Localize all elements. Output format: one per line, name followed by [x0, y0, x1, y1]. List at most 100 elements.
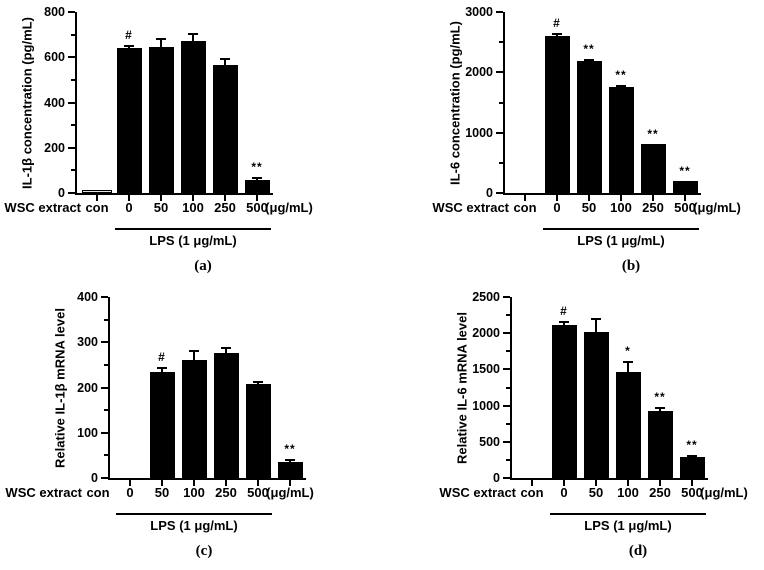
- y-axis-major-tick: [68, 11, 75, 13]
- error-bar-cap: [687, 454, 697, 457]
- y-tick-label: 100: [77, 425, 98, 440]
- y-axis-minor-tick: [506, 422, 510, 425]
- lps-group-line: [115, 228, 271, 230]
- error-bar-cap: [189, 350, 199, 353]
- x-category-label: con: [520, 485, 544, 500]
- x-axis-tick: [595, 480, 597, 486]
- x-axis-tick: [225, 480, 227, 486]
- y-axis-minor-tick: [104, 318, 108, 321]
- error-bar-cap: [616, 84, 626, 87]
- bar: [82, 189, 112, 193]
- y-axis-major-tick: [101, 341, 108, 344]
- panel-letter: (d): [628, 543, 648, 559]
- x-axis-labels: WSC extract (μg/mL) con 0 50 100 250 500: [382, 199, 764, 216]
- y-axis-line: [108, 297, 110, 480]
- x-category-label: 50: [581, 200, 597, 215]
- chart-panel-b: IL-6 concentration (pg/mL) 0 1000 2000 3000…: [382, 0, 764, 285]
- y-tick-label: 400: [44, 95, 65, 110]
- bar: [181, 360, 207, 478]
- y-axis-major-tick: [496, 71, 503, 74]
- x-axis-tick: [192, 195, 194, 201]
- significance-marker: **: [615, 67, 627, 82]
- y-tick-label: 400: [77, 290, 98, 304]
- y-tick-label: 0: [493, 471, 500, 485]
- x-axis-tick: [289, 480, 291, 486]
- error-bar-cap: [552, 33, 562, 36]
- chart-panel-d: Relative IL-6 mRNA level 0 500 1000 1500 200…: [382, 285, 764, 570]
- bar: [551, 325, 577, 478]
- error-bar-cap: [221, 346, 231, 349]
- y-tick-label: 3000: [465, 5, 493, 19]
- y-axis-minor-tick: [506, 386, 510, 389]
- y-axis-minor-tick: [506, 350, 510, 353]
- error-bar-cap: [220, 58, 230, 61]
- x-category-label: 50: [588, 485, 604, 500]
- x-units-label: (μg/mL): [266, 485, 314, 500]
- x-category-label: 250: [649, 485, 671, 500]
- x-category-label: 500: [246, 200, 268, 215]
- x-units-label: (μg/mL): [265, 200, 313, 215]
- x-category-label: con: [85, 200, 109, 215]
- y-axis-minor-tick: [499, 41, 503, 44]
- bar: [679, 457, 705, 478]
- x-axis-tick: [256, 195, 258, 201]
- x-axis-tick: [129, 480, 131, 486]
- significance-marker: #: [125, 27, 133, 42]
- y-tick-label: 1500: [472, 362, 500, 377]
- y-axis-major-tick: [496, 131, 503, 134]
- x-axis-tick: [620, 195, 622, 201]
- x-prefix-label: WSC extract: [4, 200, 81, 215]
- y-axis-title: IL-6 concentration (pg/mL): [447, 20, 462, 185]
- y-axis-major-tick: [503, 404, 510, 407]
- y-tick-label: 1000: [465, 125, 493, 140]
- error-bar: [595, 317, 597, 332]
- x-axis-tick: [224, 195, 226, 201]
- x-category-label: 100: [610, 200, 632, 215]
- y-axis-minor-tick: [71, 124, 75, 127]
- x-axis-tick: [659, 480, 661, 486]
- y-axis-line: [503, 12, 505, 195]
- error-bar-cap: [124, 44, 134, 47]
- significance-marker: **: [583, 42, 595, 57]
- bar: [245, 384, 271, 478]
- y-axis-major-tick: [496, 11, 503, 13]
- x-axis-line: [108, 478, 306, 480]
- x-axis-tick: [627, 480, 629, 486]
- y-axis-minor-tick: [104, 409, 108, 412]
- y-axis-major-tick: [68, 101, 75, 104]
- bar: [213, 352, 239, 478]
- x-category-label: 50: [154, 485, 170, 500]
- bar: [583, 331, 609, 478]
- error-bar-cap: [252, 177, 262, 180]
- significance-marker: **: [284, 442, 296, 457]
- x-axis-tick: [588, 195, 590, 201]
- y-axis-major-tick: [496, 192, 503, 194]
- error-bar-cap: [253, 381, 263, 384]
- y-axis-major-tick: [101, 431, 108, 434]
- x-category-label: 0: [125, 200, 133, 215]
- y-axis-major-tick: [68, 192, 75, 194]
- significance-marker: *: [625, 344, 631, 359]
- y-tick-label: 0: [486, 186, 493, 200]
- lps-group-line: [550, 513, 706, 515]
- error-bar-cap: [655, 407, 665, 410]
- y-axis-minor-tick: [499, 101, 503, 104]
- y-tick-label: 1000: [472, 398, 500, 413]
- x-axis-tick: [691, 480, 693, 486]
- y-axis-major-tick: [101, 477, 108, 479]
- y-axis-major-tick: [503, 368, 510, 371]
- x-category-label: con: [513, 200, 537, 215]
- y-axis-minor-tick: [71, 78, 75, 81]
- y-axis-line: [75, 12, 77, 195]
- y-axis-minor-tick: [499, 161, 503, 164]
- chart-panel-c: Relative IL-1β mRNA level 0 100 200 300 400 #…: [0, 285, 382, 570]
- error-bar-cap: [623, 361, 633, 364]
- x-category-label: 500: [681, 485, 703, 500]
- y-tick-label: 200: [77, 380, 98, 395]
- y-axis-minor-tick: [506, 314, 510, 317]
- x-axis-tick: [524, 195, 526, 201]
- y-tick-label: 600: [44, 50, 65, 65]
- x-category-label: 100: [183, 485, 205, 500]
- x-units-label: (μg/mL): [700, 485, 748, 500]
- bar: [608, 86, 634, 193]
